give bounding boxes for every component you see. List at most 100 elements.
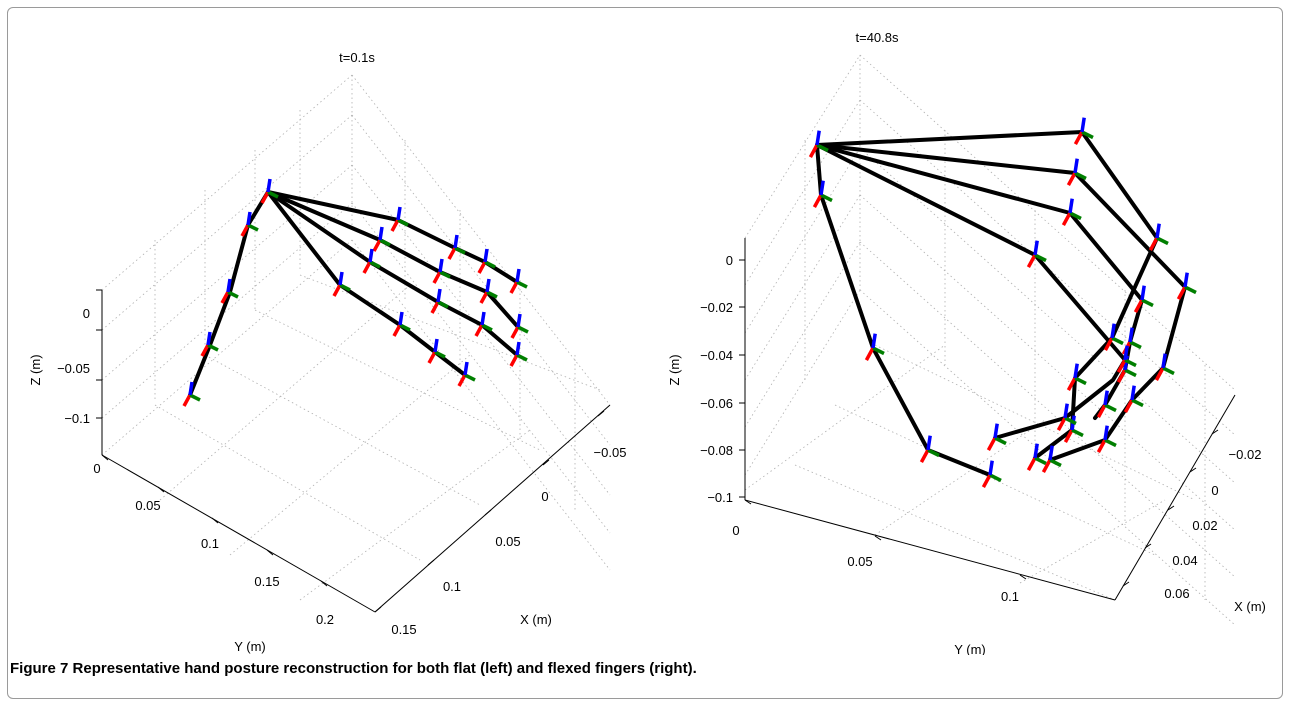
frame-x-axis xyxy=(812,194,823,208)
x-tick-label: 0 xyxy=(541,489,548,504)
frame-x-axis xyxy=(1056,417,1067,431)
frame-x-axis xyxy=(1176,286,1187,300)
frame-z-axis xyxy=(463,361,469,376)
frame-x-axis xyxy=(200,344,210,357)
y-tick-label: 0.2 xyxy=(316,612,334,627)
frame-x-axis xyxy=(362,261,372,274)
frame-y-axis xyxy=(486,290,498,299)
frame-y-axis xyxy=(1071,428,1084,438)
frame-x-axis xyxy=(919,449,930,463)
frame-y-axis xyxy=(517,325,529,334)
frame-z-axis xyxy=(226,278,232,293)
frame-y-axis xyxy=(267,190,279,199)
frame-y-axis xyxy=(207,343,219,352)
z-tick-label: 0 xyxy=(83,306,90,321)
frame-z-axis xyxy=(1123,345,1129,361)
frame-x-axis xyxy=(1063,429,1074,443)
frame-x-axis xyxy=(864,347,875,361)
frame-z-axis xyxy=(1048,445,1054,461)
frame-z-axis xyxy=(483,248,489,263)
y-tick-label: 0.05 xyxy=(847,554,872,569)
figure-label: Figure 7 xyxy=(10,660,69,677)
frame-y-axis xyxy=(994,436,1007,446)
frame-z-axis xyxy=(819,180,825,196)
frame-x-axis xyxy=(427,351,437,364)
frame-y-axis xyxy=(1074,376,1087,386)
frame-x-axis xyxy=(1103,337,1114,351)
frame-y-axis xyxy=(1162,366,1175,376)
frame-z-axis xyxy=(1128,327,1134,343)
frame-x-axis xyxy=(1066,172,1077,186)
frame-y-axis xyxy=(437,300,449,309)
frame-x-axis xyxy=(479,291,489,304)
plot-right-svg: t=40.8s 0 −0.02 −0.04 −0.06 −0.08 −0.1 Z… xyxy=(667,30,1266,655)
frame-x-axis xyxy=(474,324,484,337)
frame-x-axis xyxy=(220,291,230,304)
frame-z-axis xyxy=(480,311,486,326)
y-ticks-right: 0 0.05 0.1 xyxy=(732,523,1019,604)
frame-y-axis xyxy=(1184,285,1197,295)
frame-y-axis xyxy=(516,353,528,362)
frame-y-axis xyxy=(1074,171,1087,181)
frame-x-axis xyxy=(392,324,402,337)
z-tick-label: 0 xyxy=(726,253,733,268)
x-tick-label: 0 xyxy=(1211,483,1218,498)
frame-z-axis xyxy=(1161,353,1167,369)
frame-y-axis xyxy=(399,323,411,332)
frame-x-axis xyxy=(1123,399,1134,413)
frame-x-axis xyxy=(1116,369,1127,383)
joint-frames-left xyxy=(182,178,529,407)
frame-x-axis xyxy=(509,354,519,367)
frame-z-axis xyxy=(1140,285,1146,301)
frame-y-axis xyxy=(1104,403,1117,413)
z-tick-label: −0.1 xyxy=(707,490,733,505)
frame-z-axis xyxy=(378,226,384,241)
frame-z-axis xyxy=(1103,425,1109,441)
y-tick-label: 0.1 xyxy=(1001,589,1019,604)
z-ticks-left: 0 −0.05 −0.1 xyxy=(57,306,90,426)
x-ticks-left: 0.15 0.1 0.05 0 −0.05 xyxy=(391,445,626,637)
x-tick-label: 0.04 xyxy=(1172,553,1197,568)
frame-z-axis xyxy=(1073,158,1079,174)
frame-z-axis xyxy=(396,206,402,221)
frame-z-axis xyxy=(1155,223,1161,239)
z-axis-label-left: Z (m) xyxy=(28,354,43,385)
frame-x-axis xyxy=(1096,404,1107,418)
frame-y-axis xyxy=(439,270,451,279)
frame-z-axis xyxy=(398,311,404,326)
x-axis-label-left: X (m) xyxy=(520,612,552,627)
frame-z-axis xyxy=(515,341,521,356)
z-axis-label-right: Z (m) xyxy=(667,354,682,385)
frame-x-axis xyxy=(447,247,457,260)
frame-z-axis xyxy=(988,460,994,476)
chart-title-left: t=0.1s xyxy=(339,50,375,65)
y-ticks-left: 0 0.05 0.1 0.15 0.2 xyxy=(93,461,334,627)
frame-z-axis xyxy=(1033,240,1039,256)
frame-z-axis xyxy=(266,178,272,193)
frame-x-axis xyxy=(808,144,819,158)
frame-z-axis xyxy=(1063,403,1069,419)
frame-x-axis xyxy=(986,437,997,451)
frame-z-axis xyxy=(993,423,999,439)
frame-z-axis xyxy=(1103,390,1109,406)
plot-left-svg: t=0.1s 0 −0.05 −0.1 Z (m) 0 0.05 0.1 0.1… xyxy=(28,50,626,654)
frame-x-axis xyxy=(1096,439,1107,453)
y-tick-label: 0 xyxy=(93,461,100,476)
plot-right: t=40.8s 0 −0.02 −0.04 −0.06 −0.08 −0.1 Z… xyxy=(645,0,1290,655)
frame-z-axis xyxy=(453,234,459,249)
frame-y-axis xyxy=(1081,130,1094,140)
z-ticks-right: 0 −0.02 −0.04 −0.06 −0.08 −0.1 xyxy=(700,253,733,505)
frame-z-axis xyxy=(438,258,444,273)
frame-z-axis xyxy=(1033,443,1039,459)
frame-y-axis xyxy=(872,346,885,356)
frame-z-axis xyxy=(1080,117,1086,133)
y-tick-label: 0.15 xyxy=(254,574,279,589)
frame-y-axis xyxy=(189,393,201,402)
frame-x-axis xyxy=(390,219,400,232)
frame-x-axis xyxy=(1148,237,1159,251)
frame-x-axis xyxy=(332,284,342,297)
hand-skeleton-right xyxy=(815,130,1187,477)
frame-z-axis xyxy=(515,268,521,283)
x-tick-label: 0.1 xyxy=(443,579,461,594)
x-tick-label: 0.06 xyxy=(1164,586,1189,601)
